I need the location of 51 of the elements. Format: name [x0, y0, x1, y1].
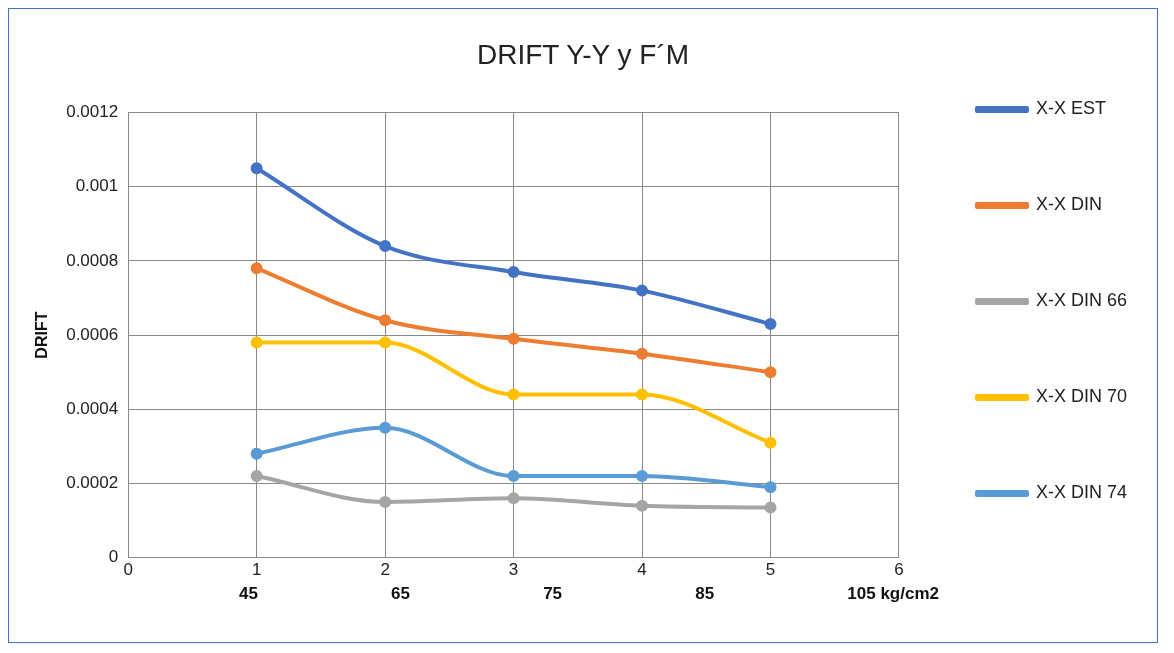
point	[379, 421, 392, 434]
y-axis-title: DRIFT	[33, 311, 51, 359]
x-tick-label: 6	[894, 560, 904, 580]
point	[250, 336, 263, 349]
y-tick-label: 0.0012	[66, 102, 119, 122]
legend-label: X-X DIN 74	[1035, 482, 1127, 503]
x-tick-label: 2	[380, 560, 390, 580]
point	[764, 366, 777, 379]
point	[764, 317, 777, 330]
x-tick-label: 0	[123, 560, 133, 580]
point	[764, 501, 777, 514]
x-tick-label: 4	[637, 560, 647, 580]
chart-title: DRIFT Y-Y y F´M	[476, 38, 690, 70]
y-tick-label: 0.0004	[66, 398, 119, 418]
y-tick-label: 0.0008	[66, 250, 119, 270]
point	[250, 447, 263, 460]
point	[250, 262, 263, 275]
point	[764, 436, 777, 449]
legend-label: X-X DIN 66	[1035, 290, 1127, 311]
point	[636, 470, 649, 483]
point	[379, 240, 392, 253]
point	[379, 495, 392, 508]
text: 45	[239, 584, 258, 604]
text: 65	[391, 584, 410, 604]
text: 75	[543, 584, 563, 604]
point	[507, 332, 520, 345]
legend-label: X-X DIN 70	[1035, 386, 1127, 407]
point	[379, 336, 392, 349]
text: 105 kg/cm2	[847, 584, 939, 604]
point	[379, 314, 392, 327]
point	[507, 388, 520, 401]
point	[636, 388, 649, 401]
y-tick-label: 0	[108, 547, 119, 567]
point	[636, 499, 649, 512]
point	[507, 470, 520, 483]
text: 85	[695, 584, 715, 604]
point	[507, 266, 520, 279]
point	[636, 284, 649, 297]
y-tick-label: 0.0002	[66, 473, 119, 493]
y-tick-label: 0.001	[75, 176, 119, 196]
point	[764, 481, 777, 494]
x-tick-label: 5	[765, 560, 776, 580]
point	[250, 470, 263, 483]
legend-label: X-X DIN	[1035, 194, 1102, 215]
x-tick-label: 1	[251, 560, 262, 580]
point	[250, 162, 263, 175]
legend-label: X-X EST	[1035, 98, 1106, 119]
point	[636, 347, 649, 360]
x-tick-label: 3	[508, 560, 519, 580]
y-tick-label: 0.0006	[66, 324, 119, 344]
point	[507, 492, 520, 505]
